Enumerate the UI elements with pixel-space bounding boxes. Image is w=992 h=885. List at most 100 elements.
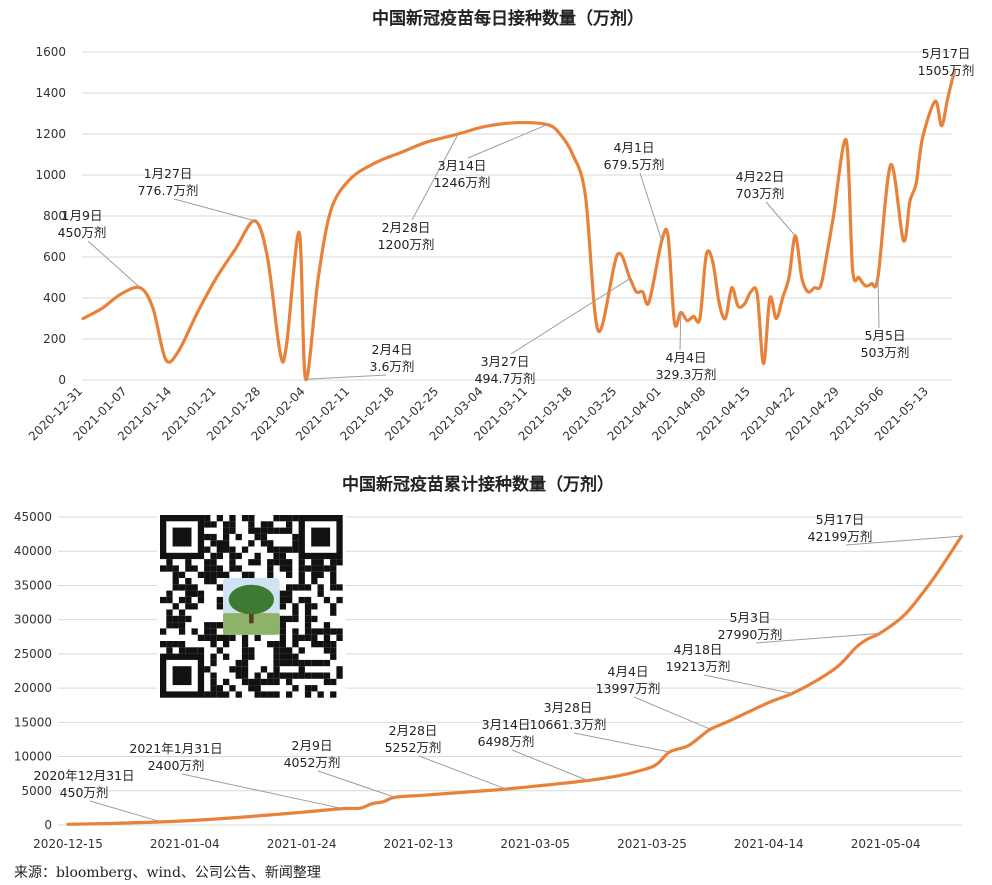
data-label: 5月3日 bbox=[730, 610, 771, 625]
y-tick-label: 35000 bbox=[14, 578, 52, 592]
x-tick-label: 2021-05-04 bbox=[851, 837, 921, 851]
data-label: 4月4日 bbox=[666, 350, 707, 365]
data-label: 3.6万剂 bbox=[370, 359, 415, 374]
annotations: 2020年12月31日 450万剂 2021年1月31日 2400万剂 2月9日 4052… bbox=[33, 512, 962, 823]
y-tick-label: 0 bbox=[58, 373, 66, 387]
x-tick-label: 2021-03-05 bbox=[500, 837, 570, 851]
data-label: 19213万剂 bbox=[666, 659, 731, 674]
annotation-leader bbox=[765, 201, 796, 237]
data-label: 494.7万剂 bbox=[475, 371, 536, 386]
annotation-leader bbox=[418, 755, 507, 790]
y-tick-label: 1600 bbox=[35, 45, 66, 59]
series-line bbox=[66, 534, 964, 826]
annotations: 1月9日 450万剂 1月27日 776.7万剂 2月4日 3.6万剂 2月28日 1200万… bbox=[58, 46, 975, 386]
y-tick-label: 200 bbox=[43, 332, 66, 346]
annotation-leader bbox=[411, 133, 459, 221]
data-label: 3月28日 bbox=[544, 700, 593, 715]
data-label: 2月9日 bbox=[292, 738, 333, 753]
data-label: 6498万剂 bbox=[478, 734, 535, 749]
annotation-leader bbox=[679, 312, 682, 351]
data-label: 4月18日 bbox=[674, 642, 723, 657]
y-tick-label: 600 bbox=[43, 250, 66, 264]
y-gridlines: 0 5000 10000 15000 20000 25000 30000 35000 40000… bbox=[14, 510, 962, 832]
annotation-leader bbox=[639, 172, 663, 241]
y-tick-label: 5000 bbox=[21, 784, 52, 798]
x-tick-label: 2021-03-25 bbox=[617, 837, 687, 851]
data-label: 42199万剂 bbox=[808, 529, 873, 544]
data-label: 2020年12月31日 bbox=[33, 768, 134, 783]
x-tick-label: 2021-01-24 bbox=[267, 837, 337, 851]
x-tick-labels: 2020-12-312021-01-072021-01-142021-01-21… bbox=[26, 384, 931, 443]
annotation-leader bbox=[703, 674, 793, 694]
y-tick-label: 1200 bbox=[35, 127, 66, 141]
annotation-leader bbox=[467, 124, 548, 159]
annotation-leader bbox=[305, 374, 387, 380]
annotation-leader bbox=[89, 800, 162, 823]
annotation-leader bbox=[510, 278, 631, 355]
data-label: 2月28日 bbox=[389, 723, 438, 738]
y-tick-label: 25000 bbox=[14, 647, 52, 661]
data-label: 4月22日 bbox=[736, 169, 785, 184]
data-label: 1246万剂 bbox=[434, 175, 491, 190]
cumulative-vaccinations-chart: 中国新冠疫苗累计接种数量（万剂） 0 5000 10000 15000 20000 250… bbox=[14, 474, 964, 851]
data-label: 27990万剂 bbox=[718, 627, 783, 642]
data-label: 5月17日 bbox=[816, 512, 865, 527]
y-gridlines: 0 200 400 600 800 1000 1200 1400 1600 bbox=[35, 45, 952, 387]
data-label: 2月4日 bbox=[372, 342, 413, 357]
x-tick-label: 2021-02-13 bbox=[384, 837, 454, 851]
data-label: 503万剂 bbox=[861, 345, 910, 360]
annotation-leader bbox=[755, 632, 880, 644]
data-label: 1月9日 bbox=[62, 208, 103, 223]
data-label: 1200万剂 bbox=[378, 237, 435, 252]
data-label: 4月4日 bbox=[608, 664, 649, 679]
qr-code-icon bbox=[157, 512, 346, 701]
data-label: 1月27日 bbox=[144, 166, 193, 181]
data-label: 703万剂 bbox=[736, 186, 785, 201]
y-tick-label: 1400 bbox=[35, 86, 66, 100]
data-label: 1505万剂 bbox=[918, 63, 975, 78]
annotation-leader bbox=[87, 240, 141, 289]
x-tick-labels: 2020-12-15 2021-01-04 2021-01-24 2021-02-13… bbox=[33, 837, 920, 851]
annotation-leader bbox=[317, 770, 396, 798]
annotation-leader bbox=[181, 773, 343, 810]
y-tick-label: 20000 bbox=[14, 681, 52, 695]
chart-title-daily: 中国新冠疫苗每日接种数量（万剂） bbox=[372, 8, 644, 29]
data-label: 5252万剂 bbox=[385, 740, 442, 755]
data-label: 329.3万剂 bbox=[656, 367, 717, 382]
data-label: 3月14日 bbox=[482, 717, 531, 732]
y-tick-label: 40000 bbox=[14, 544, 52, 558]
daily-vaccinations-chart: 中国新冠疫苗每日接种数量（万剂） 0 200 400 600 800 1000 1200 14… bbox=[26, 8, 975, 443]
chart-title-cumulative: 中国新冠疫苗累计接种数量（万剂） bbox=[342, 474, 614, 495]
data-label: 2月28日 bbox=[382, 220, 431, 235]
y-tick-label: 10000 bbox=[14, 750, 52, 764]
annotation-leader bbox=[845, 535, 962, 546]
y-tick-label: 0 bbox=[44, 818, 52, 832]
y-tick-label: 15000 bbox=[14, 715, 52, 729]
data-label: 5月5日 bbox=[865, 328, 906, 343]
source-note: 来源：bloomberg、wind、公司公告、新闻整理 bbox=[14, 865, 321, 881]
data-label: 776.7万剂 bbox=[138, 183, 199, 198]
x-tick-label: 2020-12-15 bbox=[33, 837, 103, 851]
data-label: 2400万剂 bbox=[148, 758, 205, 773]
y-tick-label: 30000 bbox=[14, 613, 52, 627]
x-tick-label: 2021-04-14 bbox=[734, 837, 804, 851]
data-label: 4月1日 bbox=[614, 140, 655, 155]
y-tick-label: 1000 bbox=[35, 168, 66, 182]
data-label: 3月27日 bbox=[481, 354, 530, 369]
annotation-leader bbox=[511, 749, 588, 781]
annotation-leader bbox=[173, 198, 255, 222]
data-label: 5月17日 bbox=[922, 46, 971, 61]
data-label: 3月14日 bbox=[438, 158, 487, 173]
data-label: 10661.3万剂 bbox=[530, 717, 607, 732]
data-label: 4052万剂 bbox=[284, 755, 341, 770]
y-tick-label: 45000 bbox=[14, 510, 52, 524]
x-tick-label: 2021-01-04 bbox=[150, 837, 220, 851]
annotation-leader bbox=[951, 71, 955, 80]
annotation-leader bbox=[877, 276, 880, 329]
data-label: 679.5万剂 bbox=[604, 157, 665, 172]
data-label: 13997万剂 bbox=[596, 681, 661, 696]
series-line bbox=[81, 69, 956, 381]
annotation-leader bbox=[633, 696, 711, 730]
y-tick-label: 400 bbox=[43, 291, 66, 305]
